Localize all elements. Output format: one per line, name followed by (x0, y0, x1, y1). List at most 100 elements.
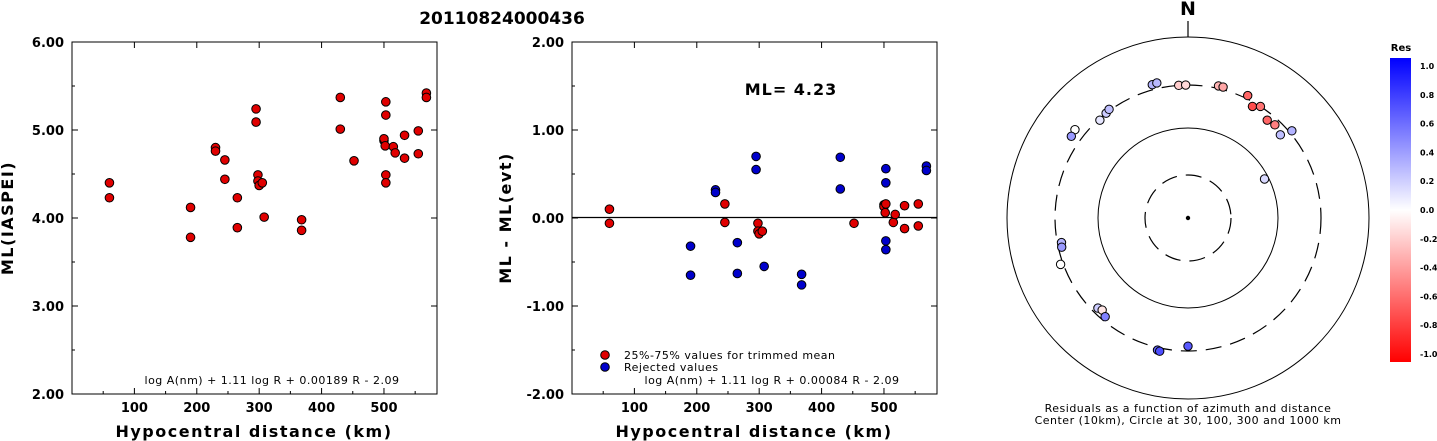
station-point (1055, 259, 1066, 270)
panel-ml-xtick-label: 100 (121, 401, 148, 416)
colorbar-tick-label: 0.0 (1420, 206, 1435, 215)
kept-point (251, 117, 261, 127)
panel-ml-ticks: 100 200 300 400 500 6.00 5.00 4.00 3.00 2.00 (32, 36, 437, 416)
colorbar-tick-label: -0.4 (1420, 264, 1437, 273)
kept-point (335, 124, 346, 134)
panel-residual-xtick-label: 400 (808, 401, 835, 416)
kept-point (335, 92, 346, 103)
panel-ml: 100 200 300 400 500 6.00 5.00 4.00 3.00 2.00 Hypo… (0, 36, 438, 441)
kept-point (890, 209, 900, 220)
polar-caption-line2: Center (10km), Circle at 30, 100, 300 an… (1035, 414, 1342, 427)
kept-point (604, 218, 615, 229)
kept-point (399, 130, 410, 141)
panel-residual-xtick-label: 200 (683, 401, 710, 416)
panel-residual-ytick-label: 0.00 (532, 212, 564, 227)
kept-point (888, 217, 899, 228)
kept-point (913, 221, 924, 231)
panel-ml-xtick-label: 400 (308, 401, 335, 416)
kept-point (757, 226, 768, 236)
legend-rejected-marker (600, 362, 610, 372)
panel-residual-ytick-label: 1.00 (532, 124, 564, 139)
rejected-point (732, 237, 743, 248)
kept-point (104, 192, 115, 203)
kept-point (720, 199, 730, 209)
colorbar-tick-label: 0.2 (1420, 177, 1434, 186)
rejected-point (796, 280, 807, 290)
panel-residual-ylabel: ML - ML(evt) (496, 152, 515, 284)
kept-point (899, 223, 910, 234)
rejected-point (835, 184, 846, 194)
panel-ml-xtick-label: 500 (370, 401, 397, 416)
kept-point (251, 104, 261, 114)
colorbar-tick-label: 0.8 (1420, 91, 1435, 100)
kept-point (381, 178, 391, 188)
kept-point (232, 222, 243, 233)
kept-point (720, 217, 730, 228)
station-point (1104, 104, 1114, 115)
rejected-point (881, 236, 891, 246)
panel-ml-points (104, 88, 432, 243)
station-point (1247, 101, 1258, 112)
kept-point (913, 199, 924, 209)
ring-1000km (1006, 36, 1370, 400)
kept-point (259, 212, 269, 222)
kept-point (381, 110, 391, 120)
panel-ml-ylabel: ML(IASPEI) (0, 161, 17, 275)
ring-100km (1097, 127, 1279, 309)
panel-ml-frame (71, 41, 438, 395)
kept-point (421, 92, 432, 103)
kept-point (220, 155, 230, 165)
rejected-point (796, 269, 807, 280)
station-point (1270, 120, 1280, 130)
kept-point (185, 202, 196, 213)
rejected-point (710, 187, 721, 198)
kept-point (381, 97, 391, 107)
kept-point (380, 141, 391, 151)
rejected-point (732, 268, 743, 279)
rejected-point (685, 270, 696, 281)
kept-point (413, 148, 424, 159)
panel-residual: 100 200 300 400 500 2.00 1.00 0.00 -1.00 -2.00 Hy… (496, 36, 938, 441)
station-point (1287, 126, 1297, 136)
colorbar-tick-label: -1.0 (1420, 350, 1437, 359)
rejected-point (881, 244, 891, 255)
station-point (1154, 346, 1165, 356)
panel-residual-formula: log A(nm) + 1.11 log R + 0.00084 R - 2.0… (645, 374, 900, 387)
panel-residual-ytick-label: -2.00 (527, 388, 564, 403)
panel-ml-xtick-label: 300 (246, 401, 273, 416)
legend-kept-label: 25%-75% values for trimmed mean (624, 349, 836, 362)
station-point (1262, 115, 1272, 125)
rejected-point (751, 164, 761, 175)
ring-30km (1144, 174, 1232, 262)
panel-ml-ytick-label: 2.00 (32, 388, 64, 403)
kept-point (220, 174, 230, 185)
station-point (1259, 174, 1270, 184)
panel-residual-points (604, 151, 932, 290)
panel-residual-ytick-label: -1.00 (527, 300, 564, 315)
rejected-point (759, 261, 769, 272)
colorbar-tick-label: 1.0 (1420, 62, 1435, 71)
station-point (1095, 115, 1105, 125)
polar-caption-line1: Residuals as a function of azimuth and d… (1045, 402, 1332, 415)
panel-residual-ticks: 100 200 300 400 500 2.00 1.00 0.00 -1.00 -2.00 (527, 36, 937, 416)
kept-point (185, 232, 196, 243)
station-point (1218, 82, 1228, 92)
station-point (1243, 90, 1253, 101)
colorbar-tick-label: -0.2 (1420, 235, 1437, 244)
panel-residual-xlabel: Hypocentral distance (km) (615, 422, 892, 441)
kept-point (399, 153, 410, 163)
panel-ml-ytick-label: 4.00 (32, 212, 64, 227)
station-point (1152, 78, 1162, 88)
kept-point (753, 218, 763, 229)
event-id-title: 20110824000436 (419, 9, 585, 29)
station-point (1180, 80, 1191, 90)
station-point (1100, 312, 1110, 322)
colorbar-title: Res (1391, 43, 1411, 54)
kept-point (232, 192, 243, 203)
north-label: N (1180, 0, 1196, 20)
kept-point (899, 200, 910, 211)
kept-point (296, 225, 307, 236)
kept-point (296, 214, 307, 225)
station-point (1183, 341, 1193, 351)
